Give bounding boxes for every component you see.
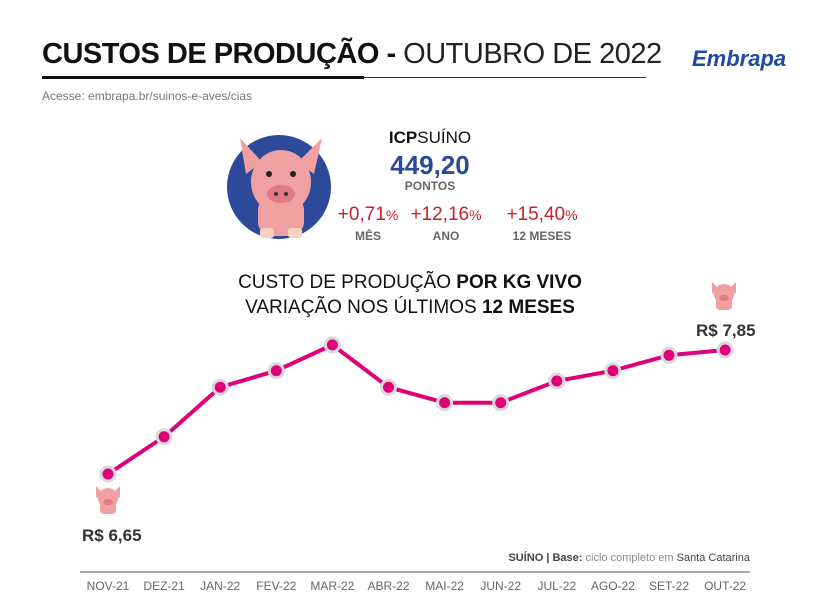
- embrapa-logo: Embrapa: [692, 46, 787, 71]
- last-value-label: R$ 7,85: [696, 321, 756, 340]
- pig-icon-start: [96, 486, 120, 514]
- data-point-set-22: [660, 346, 678, 364]
- x-tick-label: JUL-22: [537, 579, 577, 593]
- base-note: SUÍNO | Base: ciclo completo em Santa Ca…: [508, 552, 750, 564]
- variation-year: +12,16%: [410, 204, 482, 225]
- variation-month: +0,71%: [337, 204, 399, 225]
- series-line: [106, 342, 726, 476]
- index-value: 449,20: [390, 150, 470, 180]
- page-title: CUSTOS DE PRODUÇÃO - OUTUBRO DE 2022: [42, 38, 662, 70]
- data-point-mar-22: [323, 336, 341, 354]
- data-point-fev-22: [267, 362, 285, 380]
- x-tick-label: OUT-22: [704, 579, 747, 593]
- data-point-out-22: [716, 341, 734, 359]
- x-axis-line: [80, 571, 750, 573]
- x-tick-label: AGO-22: [590, 579, 635, 593]
- first-value-label: R$ 6,65: [82, 526, 142, 545]
- variation-year-label: ANO: [432, 229, 460, 243]
- source-link[interactable]: Acesse: embrapa.br/suinos-e-aves/cias: [42, 89, 253, 103]
- data-point-jul-22: [548, 372, 566, 390]
- x-tick-label: FEV-22: [256, 579, 297, 593]
- data-point-mai-22: [436, 394, 454, 412]
- chart-title: CUSTO DE PRODUÇÃO POR KG VIVO: [238, 272, 582, 293]
- data-point-jun-22: [492, 394, 510, 412]
- data-point-dez-21: [155, 428, 173, 446]
- chart-subtitle: VARIAÇÃO NOS ÚLTIMOS 12 MESES: [245, 297, 575, 318]
- index-unit: PONTOS: [404, 179, 456, 193]
- x-tick-label: DEZ-21: [143, 579, 185, 593]
- index-label: ICPSUÍNO: [388, 128, 472, 147]
- x-tick-label: MAR-22: [310, 579, 355, 593]
- variation-12m: +15,40%: [506, 204, 578, 225]
- x-tick-label: ABR-22: [367, 579, 410, 593]
- variation-month-label: MÊS: [354, 229, 381, 243]
- data-point-jan-22: [211, 378, 229, 396]
- data-point-nov-21: [99, 465, 117, 483]
- x-tick-label: SET-22: [648, 579, 690, 593]
- x-tick-label: MAI-22: [425, 579, 464, 593]
- title-underline-thin: [364, 77, 646, 78]
- x-tick-label: JUN-22: [480, 579, 522, 593]
- pig-circle-icon: [227, 135, 331, 239]
- data-point-ago-22: [604, 362, 622, 380]
- data-point-abr-22: [380, 378, 397, 396]
- pig-icon-end: [712, 282, 736, 310]
- x-tick-label: JAN-22: [200, 579, 241, 593]
- x-tick-label: NOV-21: [86, 579, 130, 593]
- title-underline: [42, 76, 364, 79]
- variation-12m-label: 12 MESES: [512, 229, 572, 243]
